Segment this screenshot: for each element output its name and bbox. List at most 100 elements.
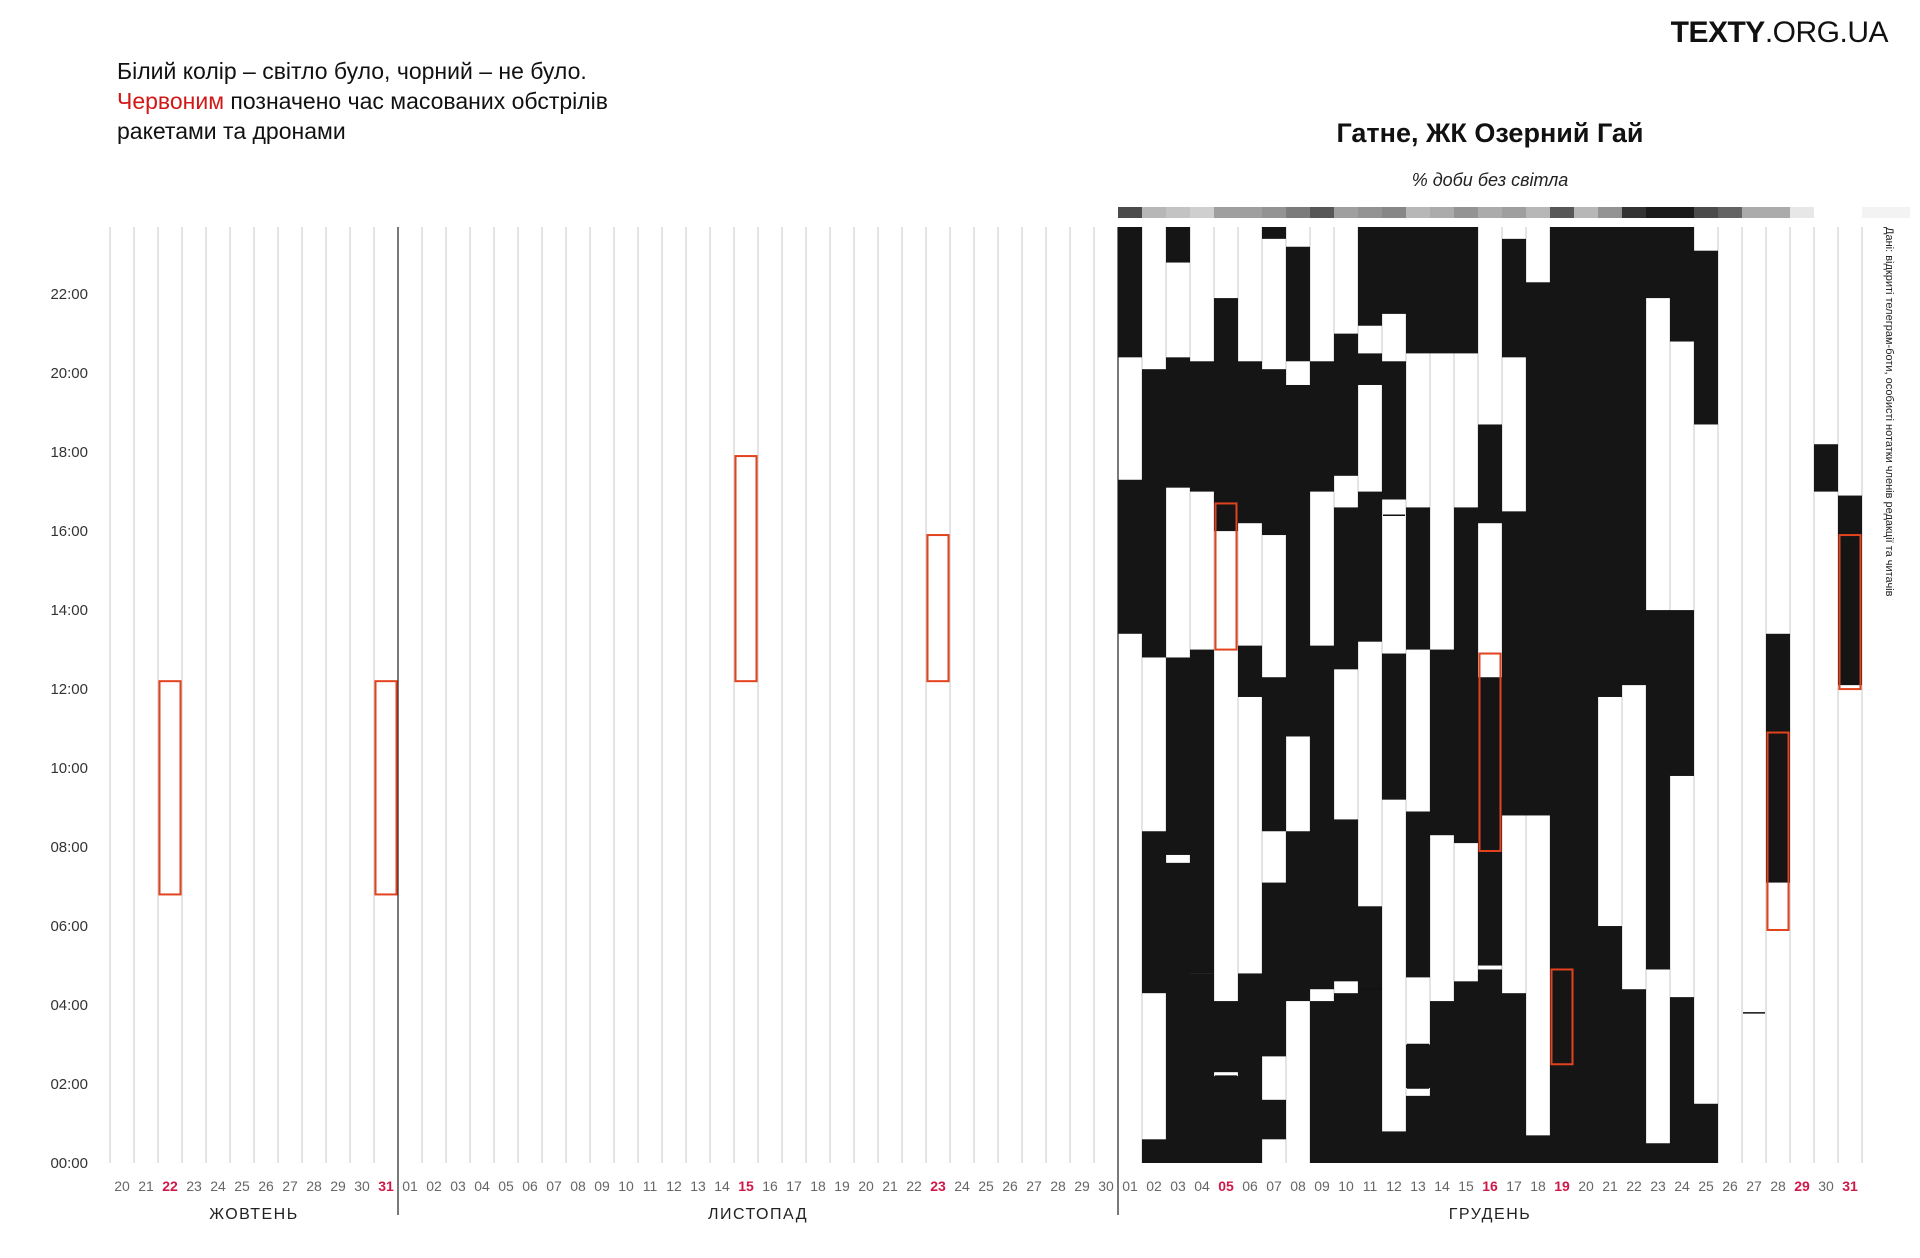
outage-bar: [1142, 369, 1166, 658]
pct-cell: [1214, 207, 1238, 218]
outage-bar: [1214, 298, 1238, 532]
outage-bar: [1262, 369, 1286, 536]
outage-bar: [1286, 384, 1310, 737]
pct-cell: [1862, 207, 1886, 218]
x-tick-label: 18: [1530, 1178, 1546, 1194]
outage-bar: [1262, 677, 1286, 832]
x-tick-label: 21: [1602, 1178, 1618, 1194]
y-tick-label: 06:00: [50, 918, 88, 935]
outage-bar: [1694, 250, 1718, 425]
y-tick-label: 18:00: [50, 444, 88, 461]
month-label: ГРУДЕНЬ: [1449, 1206, 1532, 1223]
outage-bar: [1814, 444, 1838, 492]
x-tick-label: 07: [1266, 1178, 1282, 1194]
pct-cell: [1790, 207, 1814, 218]
outage-bar: [1166, 657, 1190, 855]
outage-bar: [1238, 973, 1262, 1163]
outage-bar: [1502, 238, 1526, 358]
outage-bar: [1190, 973, 1214, 1163]
x-tick-label: 10: [618, 1178, 634, 1194]
x-tick-label: 04: [1194, 1178, 1210, 1194]
x-tick-label: 05: [498, 1178, 514, 1194]
outage-bar: [1334, 333, 1358, 476]
x-tick-label: 07: [546, 1178, 562, 1194]
outage-bar: [1526, 1135, 1550, 1163]
pct-cell: [1310, 207, 1334, 218]
outage-bar: [1622, 989, 1646, 1163]
pct-cell: [1502, 207, 1526, 218]
x-tick-label: 19: [1554, 1178, 1570, 1194]
x-tick-label: 24: [210, 1178, 226, 1194]
outage-bar: [1334, 507, 1358, 670]
month-label: ЛИСТОПАД: [708, 1206, 808, 1223]
x-tick-label: 05: [1218, 1178, 1234, 1194]
outage-bars: [1118, 227, 1862, 1163]
outage-bar: [1574, 227, 1598, 1163]
logo-domain-text: .ORG.UA: [1764, 16, 1889, 49]
x-tick-label: 06: [522, 1178, 538, 1194]
y-tick-label: 04:00: [50, 997, 88, 1014]
x-tick-label: 02: [426, 1178, 442, 1194]
outage-bar: [1478, 969, 1502, 1163]
x-tick-label: 17: [1506, 1178, 1522, 1194]
outage-bar: [1694, 1103, 1718, 1163]
pct-cell: [1622, 207, 1646, 218]
outage-bar: [1406, 1095, 1430, 1163]
outage-bar: [1598, 227, 1622, 697]
outage-bar: [1550, 227, 1574, 1163]
x-tick-label: 03: [1170, 1178, 1186, 1194]
outage-bar: [1670, 227, 1694, 342]
outage-bar: [1334, 819, 1358, 982]
outage-bar: [1622, 227, 1646, 686]
x-tick-label: 19: [834, 1178, 850, 1194]
outage-bar: [1406, 507, 1430, 650]
x-tick-label: 11: [643, 1178, 658, 1194]
x-tick-label: 20: [858, 1178, 874, 1194]
attack-marker: [1766, 731, 1790, 931]
outage-bar: [1310, 645, 1334, 990]
outage-bar: [1142, 1139, 1166, 1163]
y-tick-label: 02:00: [50, 1076, 88, 1093]
outage-bar: [1502, 511, 1526, 816]
pct-cell: [1646, 207, 1670, 218]
x-tick-label: 25: [978, 1178, 994, 1194]
x-tick-label: 29: [330, 1178, 346, 1194]
outage-bar: [1478, 424, 1502, 524]
x-tick-label: 23: [186, 1178, 202, 1194]
outage-bar: [1382, 1131, 1406, 1163]
outage-bar: [1406, 227, 1430, 354]
logo-bold-text: TEXTY: [1670, 16, 1766, 49]
pct-cell: [1358, 207, 1382, 218]
x-tick-label: 28: [1770, 1178, 1786, 1194]
intro-line-2: Червоним позначено час масованих обстріл…: [117, 86, 608, 116]
x-tick-label: 12: [666, 1178, 682, 1194]
x-tick-label: 22: [906, 1178, 922, 1194]
x-tick-label: 14: [1434, 1178, 1450, 1194]
pct-cell: [1118, 207, 1142, 218]
outage-bar: [1166, 357, 1190, 488]
outage-bar: [1238, 645, 1262, 697]
x-tick-label: 01: [402, 1178, 418, 1194]
x-tick-label: 28: [1050, 1178, 1066, 1194]
outage-bar: [1838, 495, 1862, 686]
pct-cell: [1742, 207, 1766, 218]
pct-cell: [1550, 207, 1574, 218]
x-tick-label: 15: [1458, 1178, 1474, 1194]
x-tick-label: 22: [162, 1178, 178, 1194]
x-tick-label: 27: [1026, 1178, 1042, 1194]
outage-bar: [1190, 649, 1214, 974]
x-tick-label: 06: [1242, 1178, 1258, 1194]
y-tick-label: 08:00: [50, 839, 88, 856]
pct-cell: [1238, 207, 1262, 218]
pct-cell: [1670, 207, 1694, 218]
pct-cell: [1478, 207, 1502, 218]
intro-line-2-rest: позначено час масованих обстрілів: [224, 88, 609, 114]
x-tick-label: 10: [1338, 1178, 1354, 1194]
outage-bar: [1214, 1076, 1238, 1163]
x-tick-label: 30: [1818, 1178, 1834, 1194]
x-tick-label: 13: [690, 1178, 706, 1194]
outage-bar: [1262, 882, 1286, 1057]
outage-bar: [1118, 227, 1142, 358]
y-tick-label: 14:00: [50, 602, 88, 619]
